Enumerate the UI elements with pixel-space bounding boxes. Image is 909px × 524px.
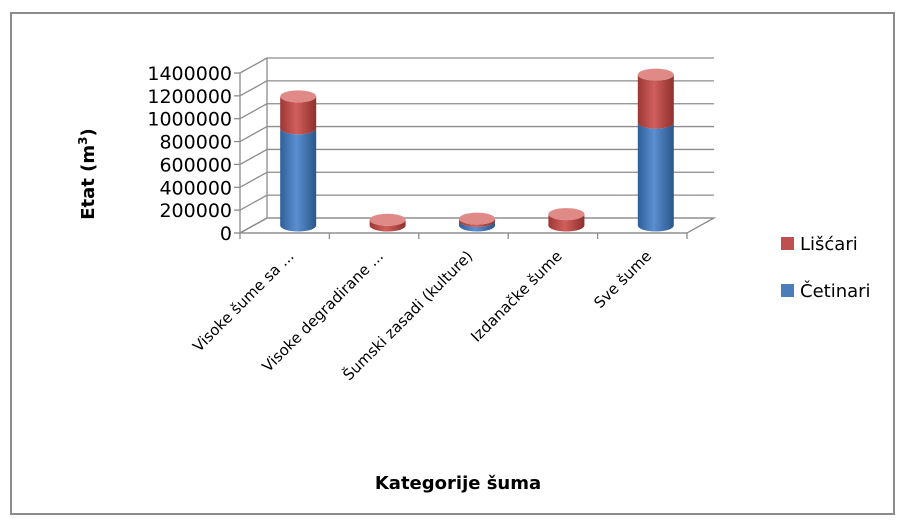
- side-grid-line: [239, 103, 268, 120]
- y-axis-title: Etat (m3): [76, 128, 99, 220]
- y-tick-label: 1200000: [147, 86, 232, 108]
- y-tick-label: 400000: [159, 177, 232, 199]
- side-grid-line: [239, 171, 268, 188]
- y-tick-label: 1000000: [147, 109, 232, 131]
- side-grid-line: [239, 194, 268, 211]
- y-tick-label: 600000: [159, 154, 232, 176]
- bar-stack: [459, 212, 495, 232]
- side-grid-line: [239, 57, 268, 74]
- bar-segment: [280, 96, 317, 135]
- x-axis-title: Kategorije šuma: [375, 473, 541, 494]
- bar-segment: [459, 220, 495, 232]
- y-axis: 0200000400000600000800000100000012000001…: [147, 63, 241, 245]
- bar-cap: [637, 68, 674, 81]
- bar-stack: [548, 208, 585, 232]
- side-grid-line: [239, 217, 268, 234]
- bars-layer: [280, 68, 674, 232]
- legend-label: Lišćari: [800, 234, 858, 255]
- bar-segment: [369, 219, 406, 232]
- bar-segment: [280, 128, 317, 232]
- bar-stack: [637, 68, 674, 232]
- y-tick-label: 800000: [159, 132, 232, 154]
- y-tick-label: 200000: [159, 200, 232, 222]
- bar-cap: [548, 208, 585, 221]
- y-tick-label: 1400000: [147, 63, 232, 85]
- bar-stack: [280, 90, 317, 232]
- bar-segment: [637, 74, 674, 129]
- x-tick-label: Sve šume: [590, 247, 655, 312]
- bar-segment: [637, 122, 674, 232]
- legend-label: Četinari: [800, 280, 871, 302]
- side-grid-line: [239, 126, 268, 143]
- bar-segment: [548, 214, 585, 232]
- x-tick-label: Izdanačke šume: [467, 247, 565, 345]
- legend-swatch: [781, 237, 794, 250]
- bar-stack: [369, 213, 406, 232]
- chart-svg: 0200000400000600000800000100000012000001…: [76, 57, 871, 494]
- bar-segment: [459, 218, 495, 227]
- y-tick-label: 0: [220, 223, 232, 245]
- bar-cap: [369, 213, 406, 226]
- side-grid-line: [239, 148, 268, 165]
- bar-cap: [459, 212, 495, 225]
- bar-cap: [280, 90, 317, 103]
- legend-swatch: [781, 284, 794, 297]
- side-grid-line: [239, 80, 268, 97]
- chart-frame: 0 200000 400000 600000 800000 1000000 1200000 1…: [10, 12, 895, 515]
- legend: Lišćari Četinari: [781, 234, 871, 302]
- x-axis: Visoke šume sa ...Visoke degradirane ...…: [189, 232, 688, 384]
